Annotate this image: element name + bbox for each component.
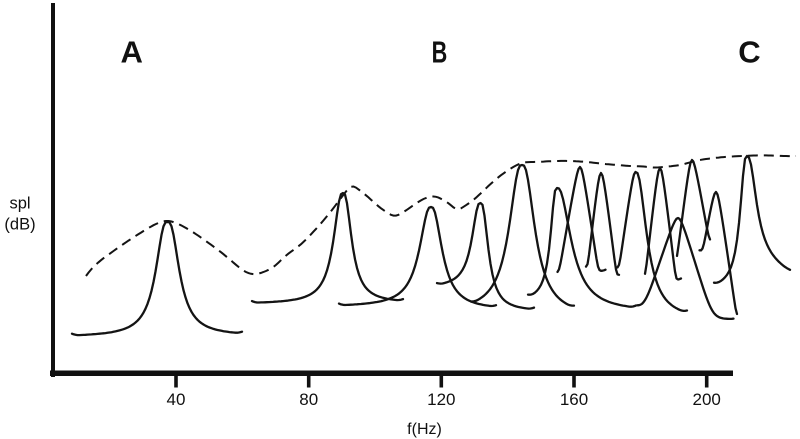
svg-text:40: 40 [167,390,186,409]
svg-text:B: B [432,35,448,70]
svg-text:A: A [121,35,143,70]
svg-text:160: 160 [560,390,588,409]
svg-text:f(Hz): f(Hz) [407,421,442,438]
svg-text:120: 120 [427,390,455,409]
svg-text:spl: spl [9,195,30,213]
svg-text:80: 80 [299,390,318,409]
svg-text:(dB): (dB) [4,216,35,234]
svg-text:200: 200 [693,390,721,409]
svg-text:C: C [738,35,760,70]
